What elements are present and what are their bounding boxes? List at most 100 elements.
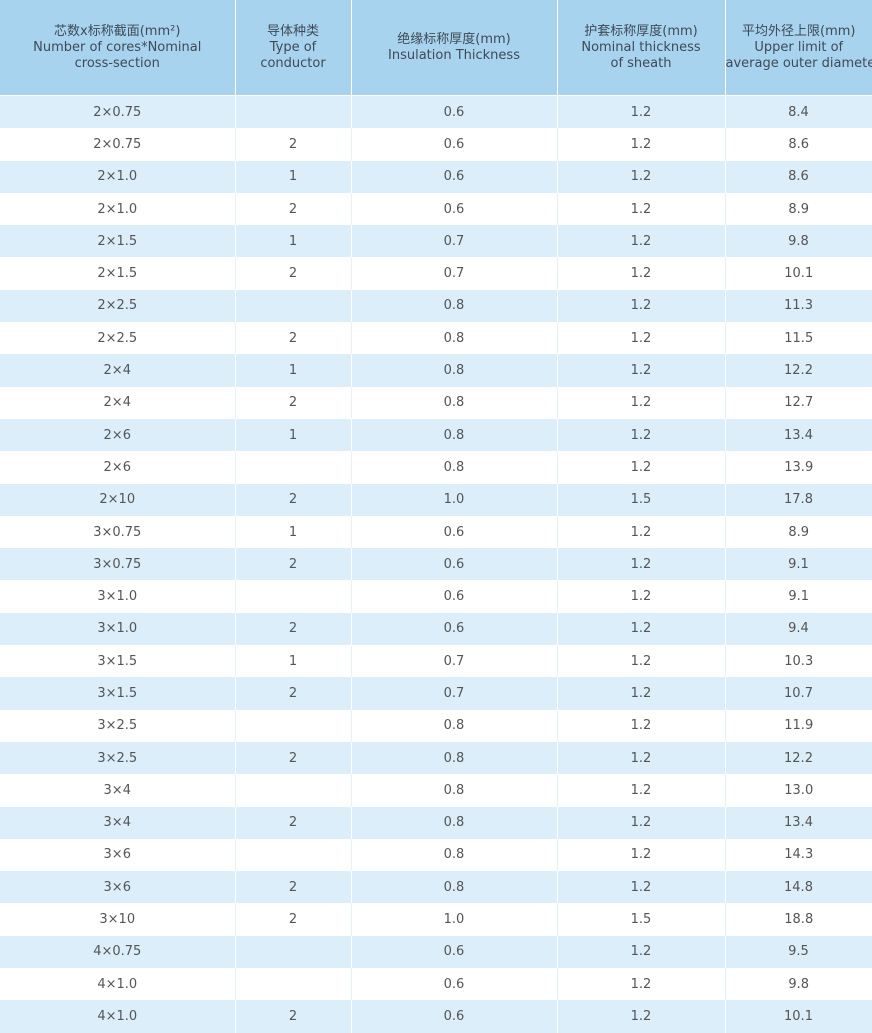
table-cell (235, 935, 352, 969)
table-cell: 0.6 (351, 128, 558, 161)
table-cell (235, 580, 352, 613)
header-line: 芯数x标称截面(mm²) (54, 23, 181, 39)
table-cell: 8.6 (725, 160, 872, 193)
table-row: 3×1.5 1 0.7 1.2 10.3 (0, 645, 872, 678)
table-cell: 13.0 (784, 782, 814, 798)
table-cell: 0.6 (351, 160, 558, 193)
table-cell: 1.2 (557, 354, 726, 387)
table-cell: 12.2 (725, 741, 872, 775)
table-cell: 10.1 (725, 1000, 872, 1033)
table-row: 3×1.5 2 0.7 1.2 10.7 (0, 677, 872, 710)
table-cell: 8.9 (788, 201, 810, 217)
header-line: Number of cores*Nominal (33, 39, 202, 55)
table-row: 2×6 1 0.8 1.2 13.4 (0, 418, 872, 452)
table-cell: 8.4 (725, 95, 872, 129)
table-cell: 1.5 (557, 903, 726, 936)
table-cell: 1.2 (557, 1000, 726, 1033)
table-row: 2×2.5 0.8 1.2 11.3 (0, 289, 872, 323)
table-cell: 2 (235, 871, 352, 904)
table-cell: 0.8 (351, 354, 558, 387)
header-cell: 护套标称厚度(mm) Nominal thickness of sheath (557, 0, 726, 96)
table-cell: 1.2 (557, 709, 726, 742)
table-cell: 9.1 (788, 589, 810, 605)
table-cell: 1.0 (351, 483, 558, 516)
table-cell: 0.8 (351, 386, 558, 419)
table-cell: 1.2 (557, 192, 726, 226)
table-cell: 0.8 (351, 418, 558, 452)
table-cell: 1.2 (557, 741, 726, 775)
table-cell: 2×6 (0, 451, 236, 484)
table-cell: 1.2 (557, 322, 726, 355)
table-cell: 3×0.75 (0, 515, 236, 549)
header-line: 绝缘标称厚度(mm) (397, 31, 511, 47)
table-cell: 1.2 (557, 806, 726, 839)
table-row: 3×1.0 2 0.6 1.2 9.4 (0, 612, 872, 646)
table-row: 3×1.0 0.6 1.2 9.1 (0, 580, 872, 613)
header-line: average outer diameter (725, 55, 872, 71)
table-cell (235, 838, 352, 872)
table-cell: 0.6 (351, 968, 558, 1001)
table-cell: 1.2 (557, 289, 726, 323)
table-cell: 2×0.75 (0, 95, 236, 129)
table-cell: 3×6 (0, 871, 236, 904)
table-cell: 2×1.5 (0, 257, 236, 290)
table-row: 3×4 2 0.8 1.2 13.4 (0, 806, 872, 839)
table-cell: 2×2.5 (0, 322, 236, 355)
header-line: conductor (260, 55, 326, 71)
table-cell: 1.2 (557, 612, 726, 646)
table-cell: 0.6 (351, 515, 558, 549)
table-cell: 14.3 (784, 847, 814, 863)
table-row: 2×10 2 1.0 1.5 17.8 (0, 483, 872, 516)
table-cell: 2×1.0 (0, 192, 236, 226)
table-cell (235, 95, 352, 129)
table-cell: 1.2 (557, 257, 726, 290)
table-row: 3×4 0.8 1.2 13.0 (0, 774, 872, 807)
table-cell: 1.2 (557, 774, 726, 807)
table-cell: 3×1.5 (0, 677, 236, 710)
table-cell: 3×6 (0, 838, 236, 872)
table-row: 3×10 2 1.0 1.5 18.8 (0, 903, 872, 936)
header-cell: 芯数x标称截面(mm²) Number of cores*Nominal cross… (0, 0, 236, 96)
table-cell: 0.7 (351, 257, 558, 290)
header-line: Insulation Thickness (388, 47, 520, 63)
table-cell: 11.9 (784, 718, 814, 734)
table-cell: 1.2 (557, 645, 726, 678)
table-cell: 2 (235, 128, 352, 161)
table-cell: 10.1 (784, 266, 814, 282)
header-cell: 导体种类 Type of conductor (235, 0, 352, 96)
table-cell: 2×10 (0, 483, 236, 516)
table-cell: 9.5 (725, 935, 872, 969)
table-cell: 1.2 (557, 386, 726, 419)
table-row: 3×0.75 1 0.6 1.2 8.9 (0, 515, 872, 549)
table-cell: 0.6 (351, 95, 558, 129)
header-line: Upper limit of (754, 39, 844, 55)
table-cell: 1.2 (557, 515, 726, 549)
table-cell: 3×2.5 (0, 741, 236, 775)
table-cell: 13.4 (725, 418, 872, 452)
table-cell: 3×10 (0, 903, 236, 936)
table-cell: 1 (235, 515, 352, 549)
table-row: 4×1.0 0.6 1.2 9.8 (0, 968, 872, 1001)
table-cell: 13.9 (784, 459, 814, 475)
table-cell: 13.4 (725, 806, 872, 839)
table-cell: 1.0 (351, 903, 558, 936)
table-cell: 0.7 (351, 677, 558, 710)
table-cell: 2 (235, 483, 352, 516)
table-cell (235, 709, 352, 742)
table-cell: 9.1 (725, 548, 872, 581)
table-cell: 4×1.0 (0, 968, 236, 1001)
table-cell: 0.8 (351, 871, 558, 904)
header-line: 导体种类 (266, 23, 319, 39)
header-line: of sheath (610, 55, 672, 71)
table-cell: 1.2 (557, 580, 726, 613)
table-cell: 0.8 (351, 451, 558, 484)
table-cell: 1 (235, 418, 352, 452)
table-cell: 2 (235, 192, 352, 226)
header-line: 平均外径上限(mm) (742, 23, 856, 39)
table-cell: 2×2.5 (0, 289, 236, 323)
table-cell: 3×1.5 (0, 645, 236, 678)
table-cell: 0.8 (351, 774, 558, 807)
table-cell: 2 (235, 677, 352, 710)
